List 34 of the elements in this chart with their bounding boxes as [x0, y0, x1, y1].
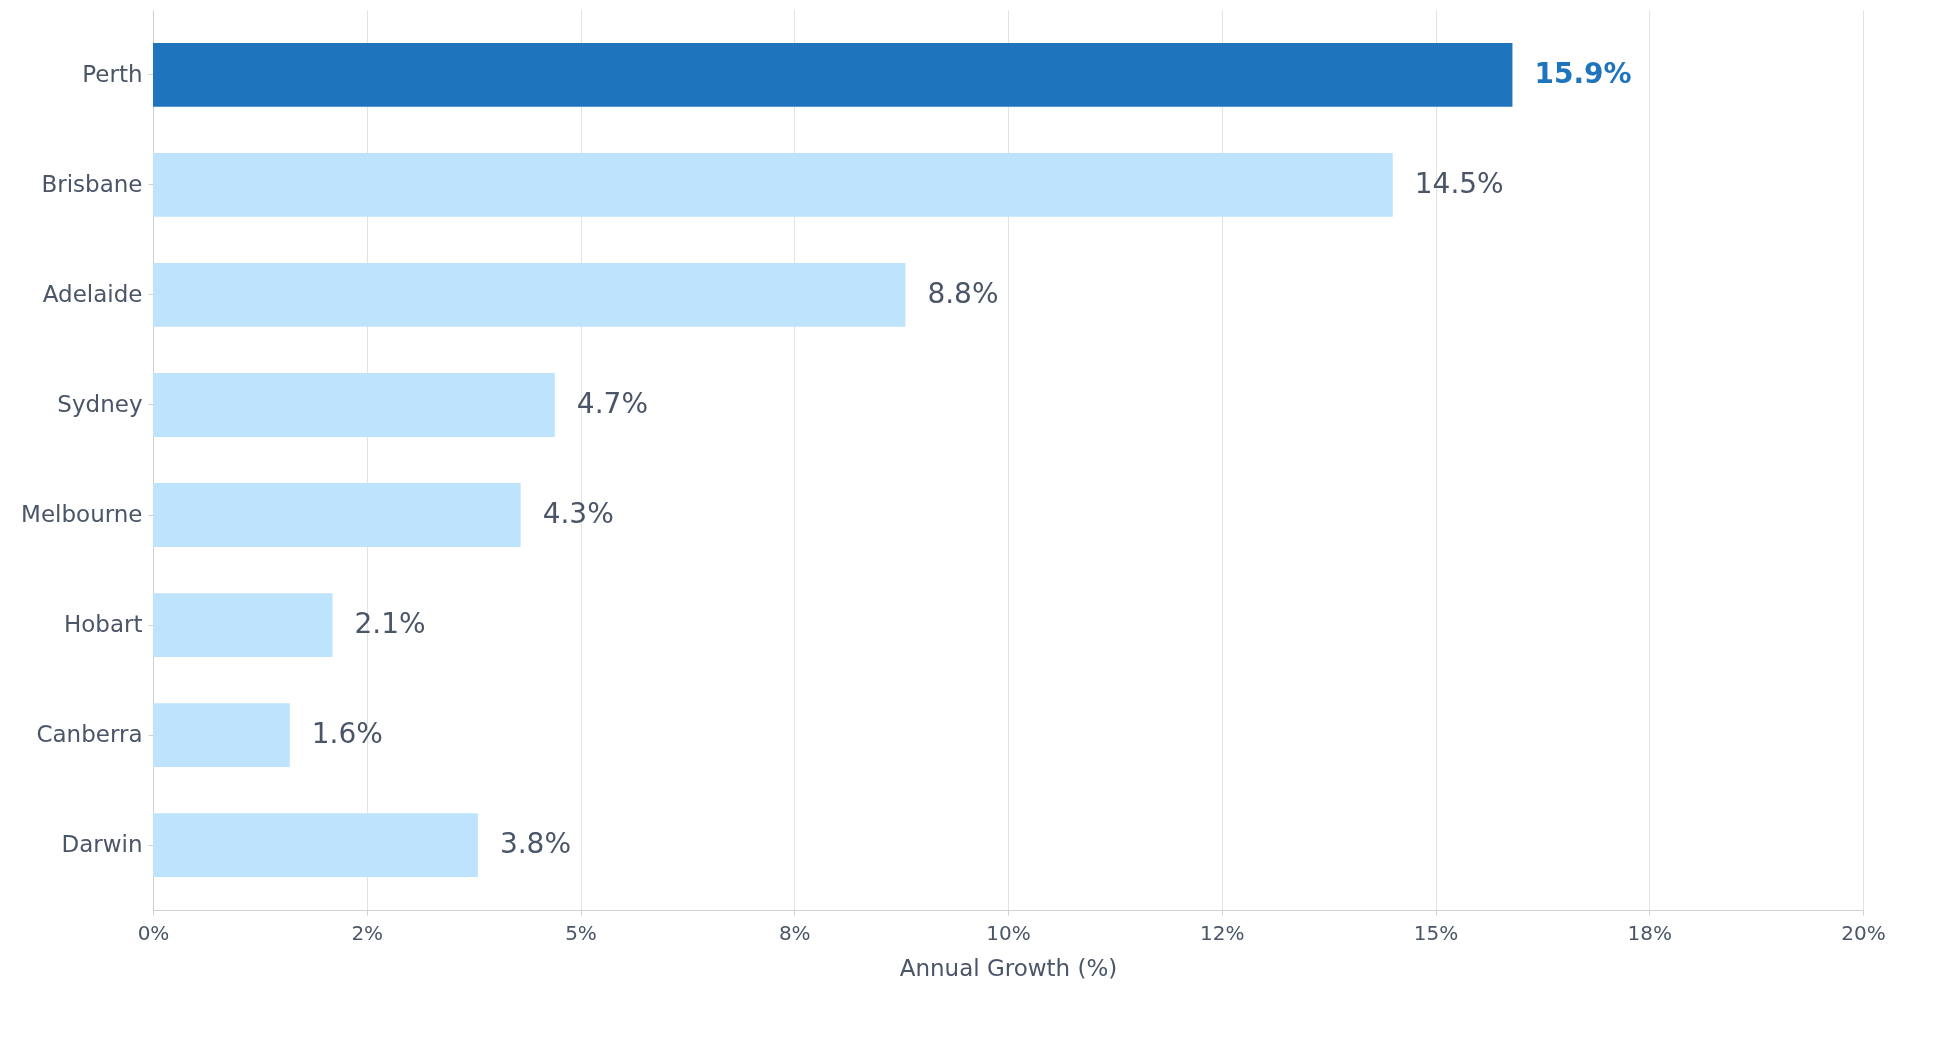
data-label: 3.8% — [499, 827, 572, 861]
x-tick-label: 15% — [1413, 920, 1459, 945]
x-tick-label: 10% — [986, 920, 1031, 945]
y-tick-label: Hobart — [63, 611, 143, 638]
data-label: 8.8% — [927, 276, 999, 310]
data-label: 15.9% — [1534, 56, 1632, 90]
x-axis-title: Annual Growth (%) — [899, 954, 1118, 981]
bar — [153, 373, 555, 437]
bar — [153, 153, 1393, 217]
y-tick-label: Canberra — [36, 721, 143, 748]
x-tick-label: 0% — [137, 920, 170, 945]
y-tick-label: Melbourne — [21, 501, 143, 528]
data-label: 14.5% — [1414, 166, 1504, 200]
data-label: 4.7% — [576, 386, 648, 420]
bar — [153, 593, 333, 657]
y-tick-label: Perth — [82, 60, 143, 87]
x-tick-label: 12% — [1200, 920, 1245, 945]
bar — [153, 813, 478, 877]
bar — [153, 703, 290, 767]
x-tick-label: 5% — [565, 920, 597, 945]
bar — [153, 483, 521, 547]
y-tick-label: Brisbane — [41, 170, 143, 197]
x-tick-label: 2% — [351, 920, 384, 945]
x-tick-label: 8% — [778, 920, 811, 945]
y-tick-label: Adelaide — [42, 280, 143, 307]
data-label: 4.3% — [542, 497, 614, 531]
bar — [153, 43, 1513, 107]
data-label: 2.1% — [354, 607, 426, 641]
y-tick-label: Darwin — [61, 831, 143, 858]
x-tick-label: 20% — [1841, 920, 1886, 945]
x-tick-label: 18% — [1627, 920, 1672, 945]
y-tick-label: Sydney — [57, 390, 143, 417]
data-label: 1.6% — [311, 717, 383, 751]
bar — [153, 263, 906, 327]
